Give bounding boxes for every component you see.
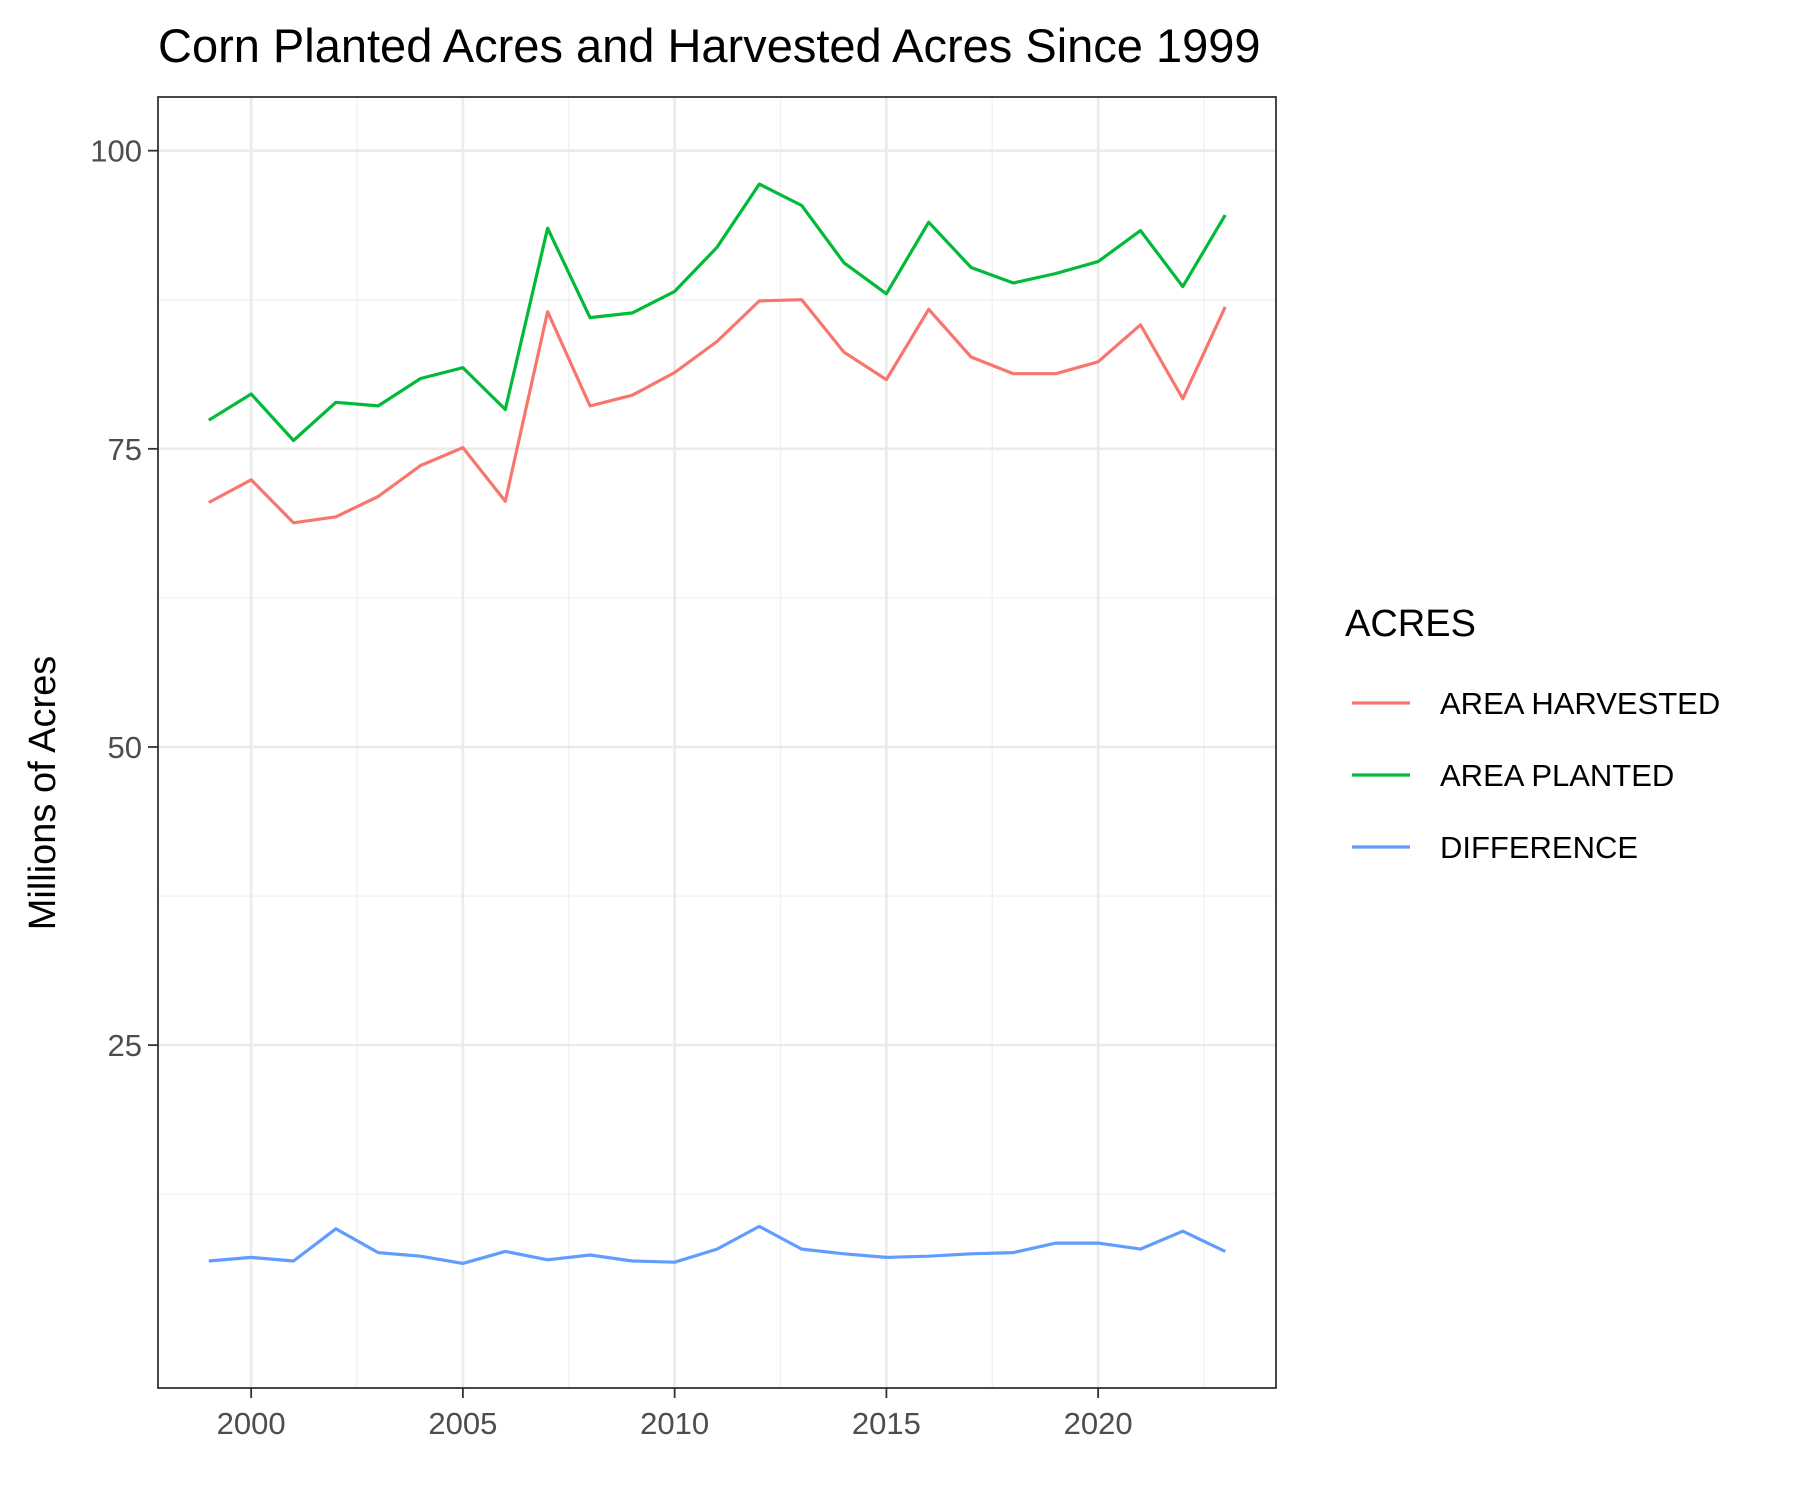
y-tick-label: 100 bbox=[90, 134, 142, 169]
x-tick-label: 2005 bbox=[428, 1406, 497, 1441]
y-axis: 25 50 75 100 bbox=[90, 134, 158, 1063]
series-line-area-harvested bbox=[208, 298, 1227, 525]
x-tick-label: 2020 bbox=[1064, 1406, 1133, 1441]
legend: ACRES AREA HARVESTED AREA PLANTED DIFFEREN… bbox=[1345, 603, 1720, 865]
legend-item-difference: DIFFERENCE bbox=[1352, 830, 1638, 865]
series-line-difference bbox=[208, 1224, 1226, 1266]
y-tick-label: 50 bbox=[108, 730, 142, 765]
y-tick-label: 25 bbox=[108, 1028, 142, 1063]
legend-item-area-harvested: AREA HARVESTED bbox=[1352, 686, 1720, 721]
x-tick-label: 2000 bbox=[217, 1406, 286, 1441]
x-tick-label: 2010 bbox=[640, 1406, 709, 1441]
legend-item-area-planted: AREA PLANTED bbox=[1352, 758, 1674, 793]
x-axis: 2000 2005 2010 2015 2020 bbox=[217, 1388, 1133, 1441]
x-tick-label: 2015 bbox=[852, 1406, 921, 1441]
legend-items: AREA HARVESTED AREA PLANTED DIFFERENCE bbox=[1352, 686, 1720, 865]
legend-title: ACRES bbox=[1345, 603, 1476, 645]
legend-label-area-planted: AREA PLANTED bbox=[1440, 758, 1674, 793]
minor-gridlines bbox=[158, 97, 1276, 1388]
legend-label-difference: DIFFERENCE bbox=[1440, 830, 1638, 865]
series-lines bbox=[207, 182, 1227, 1266]
series-line-area-planted bbox=[207, 182, 1227, 443]
major-gridlines bbox=[158, 97, 1276, 1388]
legend-label-area-harvested: AREA HARVESTED bbox=[1440, 686, 1720, 721]
y-tick-label: 75 bbox=[108, 432, 142, 467]
chart-title: Corn Planted Acres and Harvested Acres S… bbox=[158, 19, 1261, 72]
panel-border bbox=[157, 96, 1277, 1389]
y-axis-title: Millions of Acres bbox=[22, 656, 64, 931]
